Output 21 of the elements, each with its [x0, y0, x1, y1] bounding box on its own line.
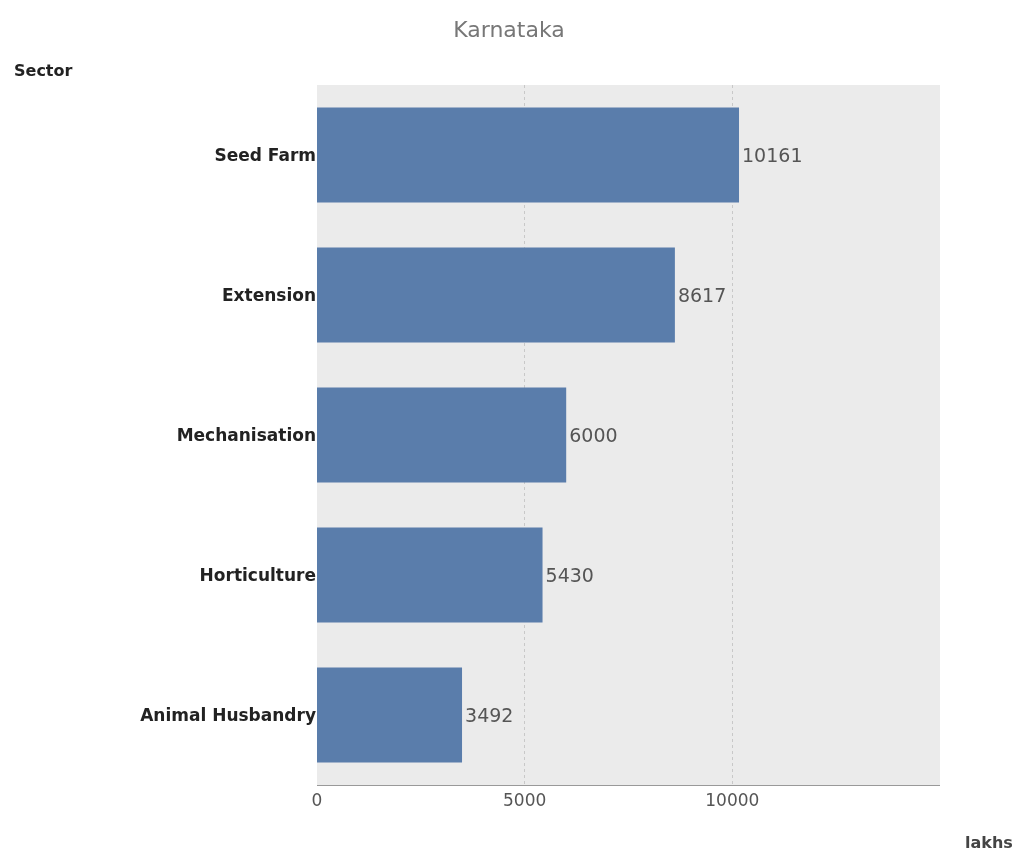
- bar: [317, 247, 675, 343]
- y-tick-label: Extension: [221, 284, 316, 305]
- bar: [317, 107, 740, 203]
- chart-title: Karnataka: [453, 16, 565, 42]
- data-label: 6000: [569, 424, 618, 446]
- bar: [317, 527, 543, 623]
- data-label: 5430: [545, 564, 594, 586]
- x-tick-label: 5000: [503, 790, 547, 811]
- bar: [317, 387, 567, 483]
- x-axis-title: lakhs: [965, 833, 1013, 848]
- text: Sector: [14, 61, 73, 80]
- y-tick-label: Mechanisation: [176, 424, 316, 445]
- x-tick-label: 0: [311, 790, 323, 811]
- bar: [317, 667, 463, 763]
- y-tick-label: Animal Husbandry: [140, 704, 316, 725]
- data-label: 10161: [742, 144, 803, 166]
- data-label: 8617: [677, 284, 727, 306]
- x-tick-label: 10000: [705, 790, 760, 811]
- data-label: 3492: [465, 704, 514, 726]
- y-tick-label: Horticulture: [199, 564, 316, 585]
- y-tick-label: Seed Farm: [214, 144, 316, 165]
